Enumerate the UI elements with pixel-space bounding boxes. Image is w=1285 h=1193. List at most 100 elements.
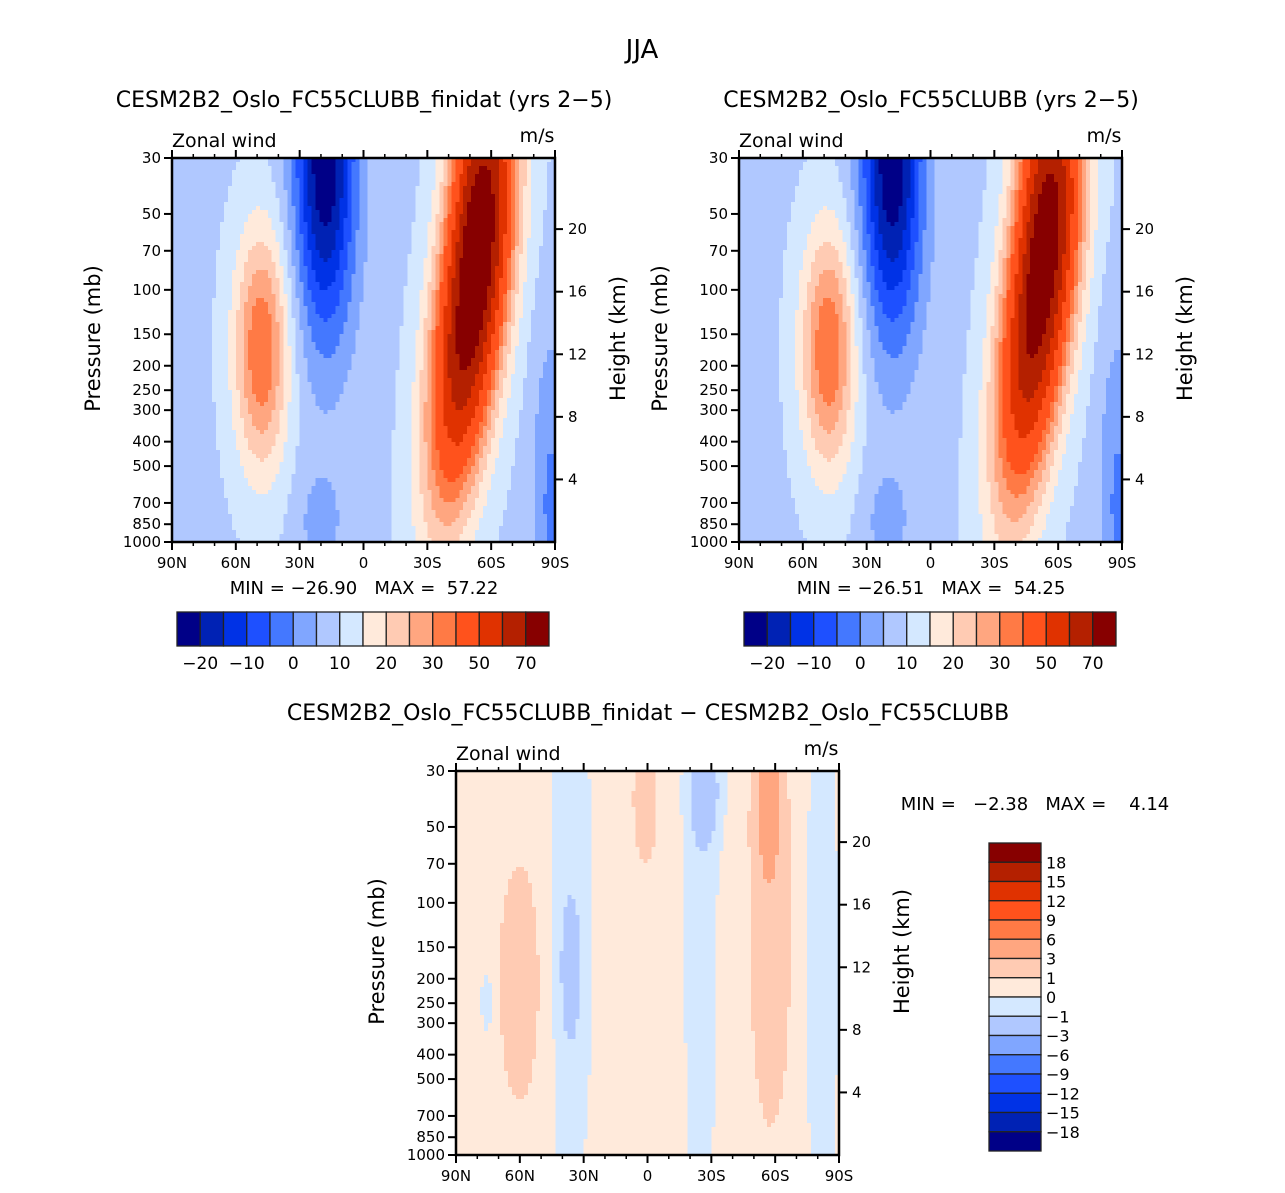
contour-cell bbox=[391, 198, 396, 203]
contour-cell bbox=[427, 170, 432, 175]
contour-cell bbox=[332, 290, 337, 295]
contour-cell bbox=[304, 178, 309, 183]
contour-cell bbox=[543, 246, 548, 251]
contour-cell bbox=[511, 306, 516, 311]
contour-cell bbox=[495, 198, 500, 203]
contour-cell bbox=[499, 190, 504, 195]
contour-cell bbox=[503, 230, 508, 235]
contour-cell bbox=[264, 270, 269, 275]
contour-cell bbox=[180, 262, 185, 267]
contour-cell bbox=[276, 270, 281, 275]
contour-cell bbox=[336, 274, 341, 279]
contour-cell bbox=[463, 250, 468, 255]
contour-cell bbox=[479, 314, 484, 319]
contour-cell bbox=[180, 346, 185, 351]
contour-cell bbox=[463, 202, 468, 207]
contour-cell bbox=[292, 342, 297, 347]
contour-cell bbox=[176, 198, 181, 203]
contour-cell bbox=[391, 178, 396, 183]
contour-cell bbox=[272, 162, 277, 167]
contour-cell bbox=[256, 174, 261, 179]
contour-cell bbox=[431, 206, 436, 211]
contour-cell bbox=[455, 302, 460, 307]
contour-cell bbox=[356, 314, 361, 319]
contour-cell bbox=[535, 274, 540, 279]
contour-cell bbox=[296, 218, 301, 223]
contour-cell bbox=[463, 350, 468, 355]
contour-cell bbox=[403, 302, 408, 307]
contour-cell bbox=[399, 178, 404, 183]
contour-cell bbox=[479, 246, 484, 251]
contour-cell bbox=[240, 350, 245, 355]
contour-cell bbox=[495, 282, 500, 287]
contour-cell bbox=[479, 362, 484, 367]
contour-cell bbox=[503, 286, 508, 291]
contour-cell bbox=[356, 274, 361, 279]
contour-cell bbox=[515, 354, 520, 359]
contour-cell bbox=[320, 194, 325, 199]
contour-cell bbox=[383, 310, 388, 315]
contour-cell bbox=[336, 178, 341, 183]
contour-cell bbox=[411, 290, 416, 295]
contour-cell bbox=[348, 214, 353, 219]
contour-cell bbox=[483, 190, 488, 195]
contour-cell bbox=[391, 282, 396, 287]
contour-cell bbox=[527, 198, 532, 203]
contour-cell bbox=[336, 218, 341, 223]
contour-cell bbox=[280, 274, 285, 279]
contour-cell bbox=[204, 186, 209, 191]
contour-cell bbox=[244, 178, 249, 183]
contour-cell bbox=[320, 266, 325, 271]
contour-cell bbox=[447, 218, 452, 223]
contour-cell bbox=[479, 310, 484, 315]
contour-cell bbox=[427, 270, 432, 275]
contour-cell bbox=[411, 330, 416, 335]
contour-cell bbox=[419, 182, 424, 187]
contour-cell bbox=[371, 226, 376, 231]
contour-cell bbox=[427, 314, 432, 319]
contour-cell bbox=[527, 206, 532, 211]
contour-cell bbox=[515, 330, 520, 335]
contour-cell bbox=[260, 174, 265, 179]
contour-cell bbox=[403, 174, 408, 179]
contour-cell bbox=[348, 330, 353, 335]
contour-cell bbox=[403, 162, 408, 167]
contour-cell bbox=[272, 186, 277, 191]
contour-cell bbox=[260, 230, 265, 235]
contour-cell bbox=[240, 194, 245, 199]
contour-cell bbox=[340, 234, 345, 239]
contour-cell bbox=[423, 302, 428, 307]
contour-cell bbox=[280, 286, 285, 291]
contour-cell bbox=[228, 226, 233, 231]
contour-cell bbox=[212, 342, 217, 347]
contour-cell bbox=[288, 318, 293, 323]
contour-cell bbox=[328, 282, 333, 287]
contour-cell bbox=[216, 262, 221, 267]
contour-cell bbox=[232, 322, 237, 327]
contour-cell bbox=[463, 298, 468, 303]
contour-cell bbox=[443, 270, 448, 275]
contour-cell bbox=[312, 198, 317, 203]
contour-cell bbox=[487, 222, 492, 227]
contour-cell bbox=[511, 278, 516, 283]
contour-cell bbox=[475, 258, 480, 263]
contour-cell bbox=[367, 318, 372, 323]
contour-cell bbox=[395, 302, 400, 307]
contour-cell bbox=[316, 250, 321, 255]
contour-cell bbox=[272, 322, 277, 327]
contour-cell bbox=[308, 314, 313, 319]
contour-cell bbox=[292, 206, 297, 211]
contour-cell bbox=[403, 326, 408, 331]
contour-cell bbox=[256, 210, 261, 215]
contour-cell bbox=[391, 226, 396, 231]
contour-cell bbox=[296, 278, 301, 283]
contour-cell bbox=[356, 234, 361, 239]
contour-cell bbox=[531, 318, 536, 323]
contour-cell bbox=[256, 326, 261, 331]
contour-cell bbox=[208, 318, 213, 323]
contour-cell bbox=[304, 182, 309, 187]
contour-cell bbox=[499, 286, 504, 291]
contour-cell bbox=[419, 282, 424, 287]
contour-cell bbox=[208, 346, 213, 351]
contour-cell bbox=[415, 230, 420, 235]
